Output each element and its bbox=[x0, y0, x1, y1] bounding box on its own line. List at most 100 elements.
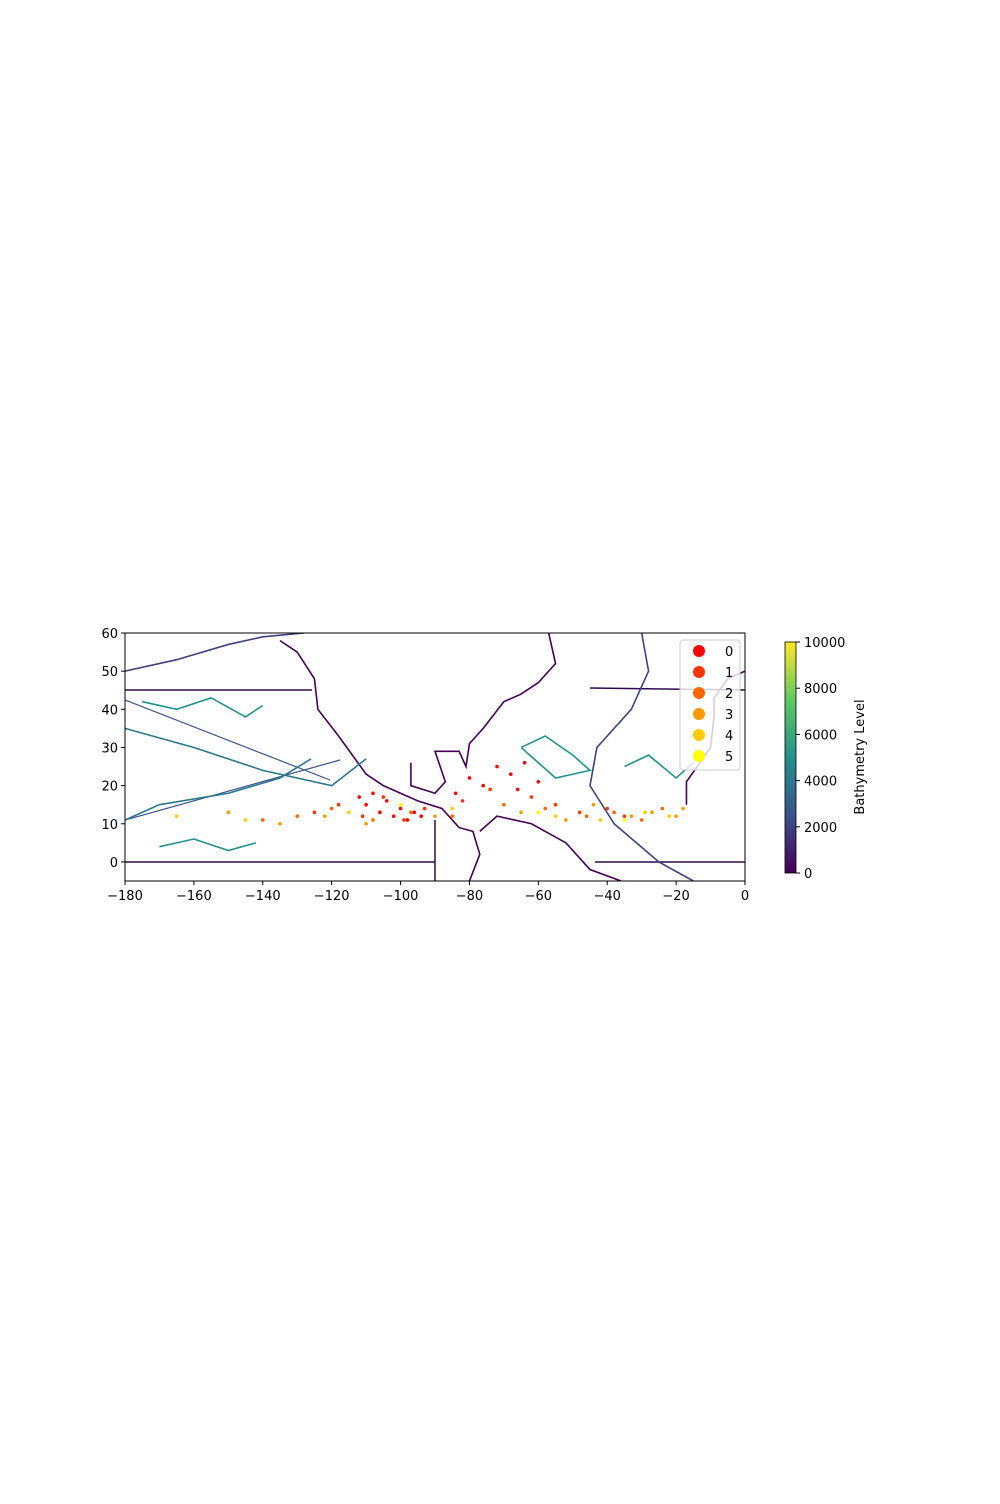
storm-point bbox=[371, 818, 375, 822]
storm-point bbox=[553, 802, 558, 807]
storm-point bbox=[322, 814, 327, 818]
storm-point bbox=[384, 799, 389, 803]
storm-point bbox=[391, 814, 396, 818]
storm-point bbox=[453, 791, 458, 796]
storm-point bbox=[467, 776, 472, 780]
storm-point bbox=[357, 795, 362, 799]
contour bbox=[279, 639, 481, 881]
storm-point bbox=[519, 810, 523, 815]
storm-point bbox=[598, 818, 603, 822]
storm-point bbox=[336, 802, 341, 807]
colorbar bbox=[784, 641, 797, 874]
legend-label: 4 bbox=[725, 729, 733, 744]
storm-point bbox=[529, 795, 534, 799]
x-tick-label: −60 bbox=[525, 889, 552, 904]
storm-point bbox=[312, 810, 317, 815]
plot-layer bbox=[125, 633, 745, 881]
storm-point bbox=[347, 810, 351, 815]
storm-point bbox=[584, 814, 589, 818]
storm-point bbox=[295, 814, 300, 818]
storm-point bbox=[543, 806, 548, 811]
legend-marker bbox=[693, 708, 705, 720]
x-tick-label: −20 bbox=[662, 889, 689, 904]
x-tick-label: −100 bbox=[383, 889, 419, 904]
y-tick-label: 60 bbox=[101, 627, 118, 642]
storm-point bbox=[536, 810, 541, 815]
x-tick-label: −140 bbox=[245, 889, 281, 904]
storm-point bbox=[681, 806, 685, 811]
contour bbox=[125, 758, 312, 821]
storm-point bbox=[422, 806, 427, 811]
storm-point bbox=[398, 802, 403, 807]
storm-point bbox=[591, 802, 596, 807]
storm-point bbox=[360, 814, 365, 818]
axes-frame bbox=[124, 632, 746, 882]
storm-point bbox=[667, 814, 672, 818]
legend-marker bbox=[693, 729, 705, 741]
contour bbox=[125, 633, 305, 672]
x-tick-label: −80 bbox=[456, 889, 483, 904]
storm-point bbox=[412, 810, 417, 815]
storm-point bbox=[564, 818, 568, 822]
storm-point bbox=[488, 787, 492, 792]
storm-point bbox=[660, 806, 665, 811]
storm-point bbox=[405, 818, 410, 822]
colorbar-tick-label: 4000 bbox=[804, 775, 837, 790]
y-tick-label: 0 bbox=[110, 856, 118, 871]
storm-point bbox=[508, 772, 513, 776]
x-tick-label: −160 bbox=[176, 889, 212, 904]
x-tick-label: 0 bbox=[741, 889, 749, 904]
storm-point bbox=[495, 764, 499, 769]
storm-point bbox=[243, 818, 248, 822]
contour bbox=[410, 633, 557, 795]
storm-point bbox=[364, 802, 368, 807]
storm-point bbox=[536, 780, 541, 784]
storm-point bbox=[639, 818, 644, 822]
x-tick-label: −120 bbox=[314, 889, 350, 904]
legend-label: 1 bbox=[725, 666, 733, 681]
contour bbox=[142, 696, 264, 718]
storm-point bbox=[278, 821, 282, 826]
x-tick-label: −180 bbox=[107, 889, 143, 904]
storm-point bbox=[577, 810, 582, 815]
y-tick-label: 50 bbox=[101, 665, 118, 680]
storm-point bbox=[174, 814, 179, 818]
contour bbox=[125, 727, 367, 787]
storm-point bbox=[450, 814, 455, 818]
storm-point bbox=[419, 814, 424, 818]
storm-point bbox=[605, 806, 610, 811]
storm-point bbox=[481, 783, 486, 788]
decor-lines bbox=[125, 687, 745, 881]
contour bbox=[479, 815, 622, 881]
contour bbox=[589, 633, 694, 881]
x-tick-label: −40 bbox=[594, 889, 621, 904]
legend-label: 5 bbox=[725, 750, 733, 765]
colorbar-tick-label: 6000 bbox=[804, 728, 837, 743]
storm-point bbox=[381, 795, 386, 799]
legend-marker bbox=[693, 687, 705, 699]
storm-point bbox=[409, 810, 413, 815]
legend-label: 2 bbox=[725, 687, 733, 702]
storm-point bbox=[402, 818, 406, 822]
colorbar-tick-label: 8000 bbox=[804, 682, 837, 697]
storm-point bbox=[643, 810, 647, 815]
legend-marker bbox=[693, 645, 705, 657]
storm-point bbox=[612, 810, 616, 815]
legend-label: 3 bbox=[725, 708, 733, 723]
colorbar-tick-label: 2000 bbox=[804, 821, 837, 836]
storm-point bbox=[260, 818, 265, 822]
storm-point bbox=[522, 760, 527, 765]
storm-point bbox=[226, 810, 231, 815]
legend-marker bbox=[693, 750, 705, 762]
storm-point bbox=[329, 806, 334, 811]
legend-marker bbox=[693, 666, 705, 678]
storm-point bbox=[460, 799, 465, 803]
y-tick-label: 40 bbox=[101, 703, 118, 718]
storm-point bbox=[622, 818, 627, 822]
storm-point bbox=[450, 806, 455, 811]
storm-point bbox=[502, 802, 506, 807]
storm-point bbox=[364, 821, 368, 826]
legend-label: 0 bbox=[725, 645, 733, 660]
storm-point bbox=[650, 810, 654, 815]
